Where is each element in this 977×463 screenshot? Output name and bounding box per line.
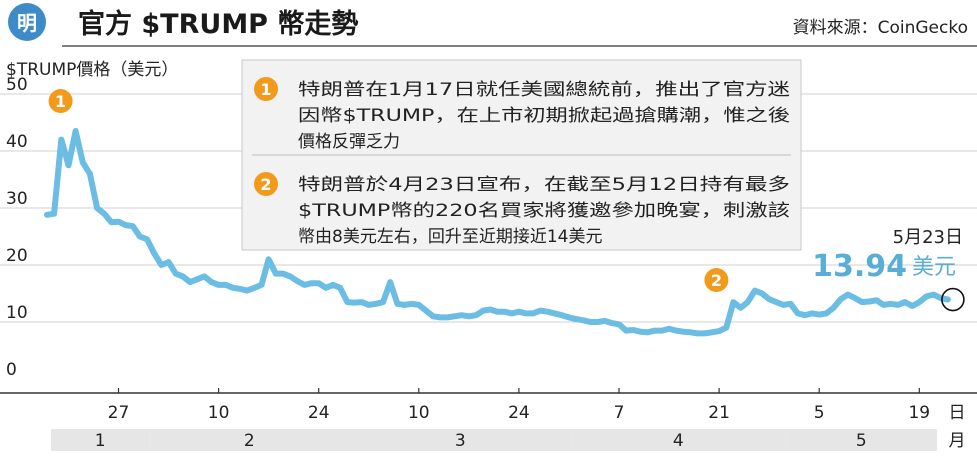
- note-marker-number: 2: [260, 175, 271, 194]
- note-line: 特朗普於4月23日宣布，在截至5月12日持有最多: [298, 175, 790, 195]
- month-label: 1: [95, 431, 106, 451]
- x-tick-label: 19: [908, 403, 930, 423]
- event-markers: 12: [48, 89, 729, 293]
- x-unit-label: 日: [949, 403, 966, 423]
- x-tick-label: 24: [308, 403, 330, 423]
- callout-value: 13.94: [812, 249, 907, 284]
- month-segment: [571, 429, 786, 451]
- event-marker-2: [704, 268, 729, 293]
- newspaper-logo-icon: [8, 3, 46, 41]
- note-marker-number: 1: [260, 80, 271, 99]
- note-line: 價格反彈乏力: [298, 132, 400, 152]
- y-tick-label: 20: [6, 246, 28, 266]
- x-tick-label: 27: [108, 403, 130, 423]
- month-label: 5: [856, 431, 867, 451]
- x-tick-label: 21: [708, 403, 730, 423]
- note-line: 特朗普在1月17日就任美國總統前，推出了官方迷: [298, 80, 790, 100]
- note-line: 幣由8美元左右，回升至近期接近14美元: [298, 227, 602, 247]
- callout-unit: 美元: [912, 255, 956, 280]
- event-marker-number: 1: [55, 92, 66, 111]
- newspaper-logo-char: 明: [17, 11, 37, 35]
- y-tick-label: 0: [6, 360, 17, 380]
- y-tick-label: 30: [6, 189, 28, 209]
- data-source: 資料來源：CoinGecko: [793, 18, 968, 38]
- event-marker-1: [48, 89, 73, 114]
- y-tick-label: 50: [6, 75, 28, 95]
- month-label: 4: [673, 431, 684, 451]
- month-segment: [51, 429, 150, 451]
- note-line: 因幣$TRUMP，在上市初期掀起過搶購潮，惟之後: [298, 106, 790, 126]
- x-tick-label: 10: [208, 403, 230, 423]
- header: 明 官方 $TRUMP 幣走勢 資料來源：CoinGecko: [8, 3, 977, 47]
- chart-title: 官方 $TRUMP 幣走勢: [78, 8, 358, 40]
- x-tick-label: 7: [614, 403, 625, 423]
- month-unit-label: 月: [949, 431, 966, 451]
- month-label: 2: [244, 431, 255, 451]
- x-tick-label: 10: [408, 403, 430, 423]
- callout-date: 5月23日: [893, 227, 963, 248]
- month-segment: [785, 429, 937, 451]
- x-tick-labels: 27 10 24 10 24 7 21 5 19: [108, 388, 930, 423]
- note-line: $TRUMP幣的220名買家將獲邀參加晚宴，刺激該: [298, 201, 790, 221]
- month-segment: [149, 429, 350, 451]
- y-tick-label: 40: [6, 132, 28, 152]
- y-tick-label: 10: [6, 303, 28, 323]
- event-marker-number: 2: [711, 271, 722, 290]
- month-segment: [349, 429, 572, 451]
- latest-price-callout: 5月23日 13.94 美元: [812, 227, 965, 312]
- notes-box: 1 特朗普在1月17日就任美國總統前，推出了官方迷因幣$TRUMP，在上市初期掀起…: [241, 59, 802, 251]
- latest-point-ring: [941, 287, 965, 312]
- y-tick-labels: 0 10 20 30 40 50: [6, 75, 28, 380]
- x-tick-label: 5: [814, 403, 825, 423]
- note-marker-1: [254, 77, 278, 101]
- notes-list: 1 特朗普在1月17日就任美國總統前，推出了官方迷因幣$TRUMP，在上市初期掀起…: [254, 77, 790, 247]
- y-axis-label: $TRUMP價格（美元）: [6, 60, 178, 80]
- month-label: 3: [455, 431, 466, 451]
- month-bar: 1 2 3 4 5: [51, 429, 937, 451]
- x-tick-label: 24: [508, 403, 530, 423]
- price-line: [44, 128, 951, 337]
- note-marker-2: [254, 172, 278, 196]
